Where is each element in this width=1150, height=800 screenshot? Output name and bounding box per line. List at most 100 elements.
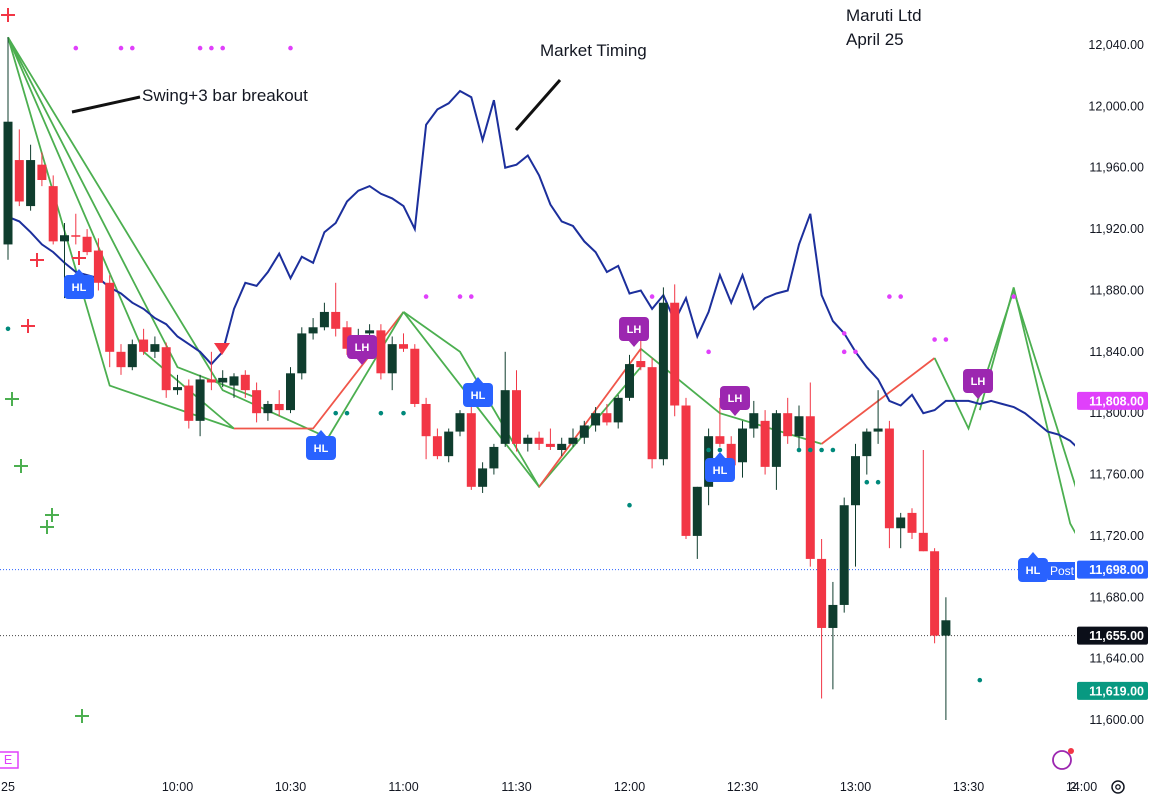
- candle: [184, 379, 194, 429]
- candle: [195, 374, 205, 437]
- candle-body: [805, 416, 815, 559]
- lh-badge: LH: [619, 317, 649, 347]
- candle: [82, 229, 92, 256]
- candle-body: [421, 403, 431, 437]
- candle: [410, 344, 420, 408]
- time-tick-label: 10:30: [275, 780, 306, 794]
- candle-body: [432, 436, 442, 457]
- candle-body: [331, 311, 341, 329]
- signal-markers: HL HL HL HL HL LH LH LH LH Post E: [0, 8, 1076, 770]
- price-label-last-text: 11,655.00: [1089, 629, 1144, 643]
- candle-body: [14, 160, 24, 202]
- hl-badge-pointer: [714, 452, 726, 459]
- hl-badge-pointer: [73, 269, 85, 276]
- magic-icon[interactable]: [1052, 748, 1074, 770]
- swing-high-plus: [21, 319, 35, 333]
- candle-body: [817, 558, 827, 628]
- candle-body: [557, 443, 567, 450]
- candle: [93, 238, 103, 291]
- price-axis[interactable]: 11,600.00 11,640.00 11,680.00 11,720.00 11,7…: [1075, 0, 1150, 800]
- candle-body: [365, 330, 375, 334]
- swing-low-plus: [5, 392, 19, 406]
- lh-badge: LH: [963, 369, 993, 399]
- lh-badge-box: [720, 386, 750, 410]
- candle: [602, 403, 612, 426]
- magenta-dot: [943, 337, 949, 342]
- magenta-dot: [220, 45, 225, 51]
- lh-badge-pointer: [628, 340, 640, 347]
- left-edge-letter: E: [4, 753, 12, 767]
- candle-body: [579, 425, 589, 438]
- magenta-dot: [1011, 294, 1016, 299]
- candle-body: [206, 379, 216, 383]
- candle-body: [862, 431, 872, 457]
- price-label-magenta-text: 11,808.00: [1089, 394, 1144, 408]
- lh-badge-label: LH: [355, 342, 370, 354]
- teal-dot: [977, 677, 983, 683]
- lh-badge: LH: [347, 335, 377, 365]
- candle: [715, 397, 725, 447]
- candle-body: [60, 235, 69, 242]
- candle-body: [918, 532, 928, 552]
- left-date-label: 25: [1, 780, 15, 794]
- candle-body: [387, 344, 397, 374]
- price-label-green: 11,619.00: [1077, 681, 1148, 700]
- candle: [579, 420, 589, 444]
- candle: [681, 397, 691, 539]
- price-tick-label: 11,920.00: [1089, 222, 1144, 236]
- price-label-last: 11,655.00: [1077, 626, 1148, 645]
- candle: [478, 462, 488, 493]
- magenta-dot: [423, 294, 429, 299]
- candle: [150, 336, 160, 358]
- magenta-dot: [841, 331, 847, 336]
- hl-badge-box: [306, 436, 336, 460]
- candle: [105, 275, 115, 368]
- magenta-dot: [209, 45, 214, 51]
- time-tick-label: 14:00: [1066, 780, 1097, 794]
- teal-dot: [378, 410, 384, 416]
- settings-gear-icon[interactable]: [1111, 780, 1125, 794]
- chart-title-symbol: Maruti Ltd: [846, 6, 922, 25]
- swing-low-plus: [14, 459, 28, 473]
- candle-body: [930, 551, 940, 636]
- magenta-dot: [457, 294, 463, 299]
- candle: [692, 486, 702, 559]
- hl-badge-label: HL: [713, 465, 728, 477]
- candle: [173, 374, 182, 395]
- candle: [568, 428, 578, 447]
- candle: [907, 508, 917, 539]
- candle-body: [173, 387, 182, 391]
- teal-dot: [830, 447, 836, 453]
- teal-dot: [344, 410, 350, 416]
- magenta-dot: [118, 45, 124, 51]
- candle-body: [105, 282, 115, 352]
- candle: [161, 342, 171, 398]
- candle-body: [308, 327, 318, 334]
- candle: [240, 370, 250, 398]
- candle-body: [884, 428, 894, 529]
- candle: [817, 538, 827, 699]
- candle-body: [749, 413, 759, 429]
- post-tag-box: [1048, 562, 1076, 580]
- candle: [591, 407, 601, 432]
- candle: [647, 357, 657, 469]
- time-tick-label: 12:30: [727, 780, 758, 794]
- price-tick-label: 11,680.00: [1089, 590, 1144, 604]
- candle: [839, 497, 849, 613]
- price-label-blue: 11,698.00: [1077, 560, 1148, 579]
- candle: [896, 512, 906, 549]
- candle: [71, 213, 81, 245]
- candle-body: [82, 236, 92, 253]
- candle-body: [93, 250, 103, 283]
- gear-hub: [1115, 784, 1121, 790]
- candle-body: [658, 302, 668, 460]
- time-tick-label: 13:00: [840, 780, 871, 794]
- left-edge-indicator: E: [0, 751, 19, 769]
- price-label-magenta: 11,808.00: [1077, 391, 1148, 410]
- time-axis[interactable]: 10:00 10:30 11:00 11:30 12:00 12:30 13:00 13:30…: [0, 770, 1150, 800]
- teal-dot: [627, 502, 632, 508]
- teal-dot: [819, 447, 824, 453]
- hl-badge-pointer: [315, 430, 327, 437]
- lh-badge: LH: [720, 386, 750, 416]
